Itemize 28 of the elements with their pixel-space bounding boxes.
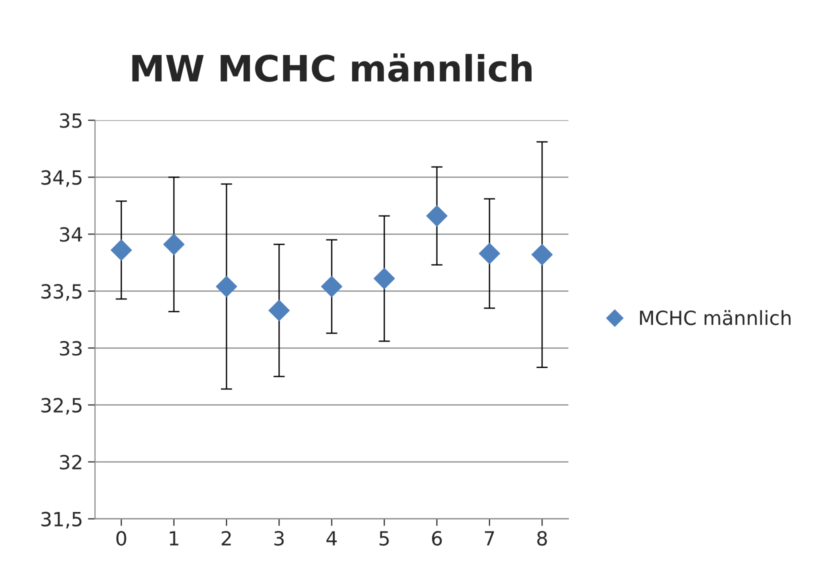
x-tick-label: 4 <box>326 531 337 546</box>
point <box>163 234 184 255</box>
x-tick-label: 5 <box>380 531 389 546</box>
x-tick-label: 8 <box>537 530 547 546</box>
chart-title: MW MCHC männlich <box>132 53 532 82</box>
point <box>478 242 500 264</box>
y-tick-label: 32,5 <box>41 398 82 415</box>
point <box>216 276 238 298</box>
x-tick-label: 0 <box>116 530 126 546</box>
point <box>532 244 553 266</box>
x-tick-label: 2 <box>222 530 231 546</box>
y-tick-label: 32 <box>60 454 82 470</box>
legend-label: MCHC männlich <box>640 310 791 326</box>
y-tick-label: 34 <box>60 227 82 242</box>
y-tick-label: 34,5 <box>41 170 82 187</box>
point <box>374 268 395 290</box>
point <box>321 276 342 298</box>
x-tick-label: 1 <box>170 531 178 546</box>
y-tick-label: 31,5 <box>41 512 82 528</box>
x-tick-label: 6 <box>432 530 442 546</box>
point <box>426 205 448 226</box>
y-tick-label: 33 <box>60 340 82 356</box>
x-tick-label: 3 <box>274 530 284 546</box>
y-tick-label: 33,5 <box>41 284 82 301</box>
point <box>268 300 290 321</box>
x-tick-label: 7 <box>484 531 494 546</box>
point <box>110 240 132 261</box>
y-tick-label: 35 <box>60 113 82 128</box>
